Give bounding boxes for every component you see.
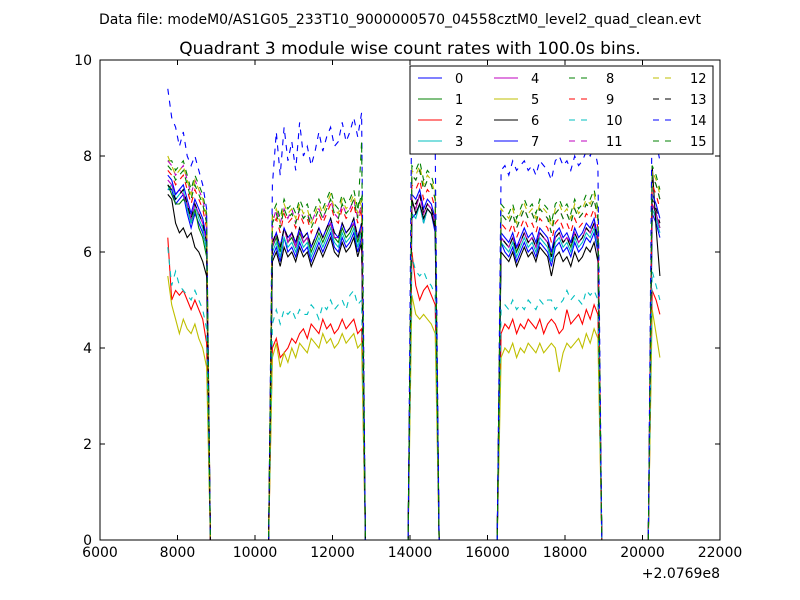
- legend-label-13: 13: [690, 93, 707, 108]
- series-line-5: [167, 275, 661, 540]
- legend-label-4: 4: [531, 72, 539, 87]
- x-offset-label: +2.0769e8: [642, 566, 720, 582]
- series-line-11: [167, 160, 661, 540]
- x-ticks: 6000 8000 10000 12000 14000 16000 18000 20000 22…: [82, 60, 742, 561]
- legend-label-3: 3: [455, 135, 463, 150]
- x-tick-label: 16000: [465, 545, 510, 561]
- y-tick-label: 10: [74, 53, 92, 69]
- figure-suptitle: Data file: modeM0/AS1G05_233T10_90000005…: [99, 12, 701, 28]
- x-tick-label: 10000: [233, 545, 278, 561]
- series-line-0: [167, 189, 661, 540]
- legend-label-8: 8: [606, 72, 614, 87]
- legend-label-0: 0: [455, 72, 463, 87]
- y-tick-label: 4: [83, 341, 92, 357]
- x-tick-label: 20000: [620, 545, 665, 561]
- x-tick-label: 6000: [82, 545, 118, 561]
- x-tick-label: 12000: [310, 545, 355, 561]
- legend-box: [409, 65, 714, 155]
- legend-label-6: 6: [531, 114, 539, 129]
- legend-label-9: 9: [606, 93, 614, 108]
- legend-label-10: 10: [606, 114, 623, 129]
- series-line-9: [167, 170, 661, 540]
- y-tick-label: 0: [83, 533, 92, 549]
- series-line-2: [167, 237, 661, 540]
- legend-label-7: 7: [531, 135, 539, 150]
- series-line-6: [167, 165, 661, 540]
- y-tick-label: 6: [83, 245, 92, 261]
- x-tick-label: 22000: [698, 545, 743, 561]
- legend-label-14: 14: [690, 114, 707, 129]
- legend-label-11: 11: [606, 135, 623, 150]
- x-tick-label: 8000: [160, 545, 196, 561]
- x-tick-label: 14000: [388, 545, 433, 561]
- series-line-8: [167, 158, 661, 540]
- y-tick-label: 2: [83, 437, 92, 453]
- legend-label-5: 5: [531, 93, 539, 108]
- plot-lines: [167, 83, 661, 540]
- series-line-14: [167, 83, 661, 540]
- legend-label-12: 12: [690, 72, 707, 87]
- y-tick-label: 8: [83, 149, 92, 165]
- legend-label-15: 15: [690, 135, 707, 150]
- series-line-12: [167, 155, 661, 540]
- series-line-10: [167, 247, 661, 540]
- x-tick-label: 18000: [543, 545, 588, 561]
- legend-label-2: 2: [455, 114, 463, 129]
- chart-title: Quadrant 3 module wise count rates with …: [179, 39, 640, 59]
- legend-label-1: 1: [455, 93, 463, 108]
- series-line-15: [167, 141, 661, 540]
